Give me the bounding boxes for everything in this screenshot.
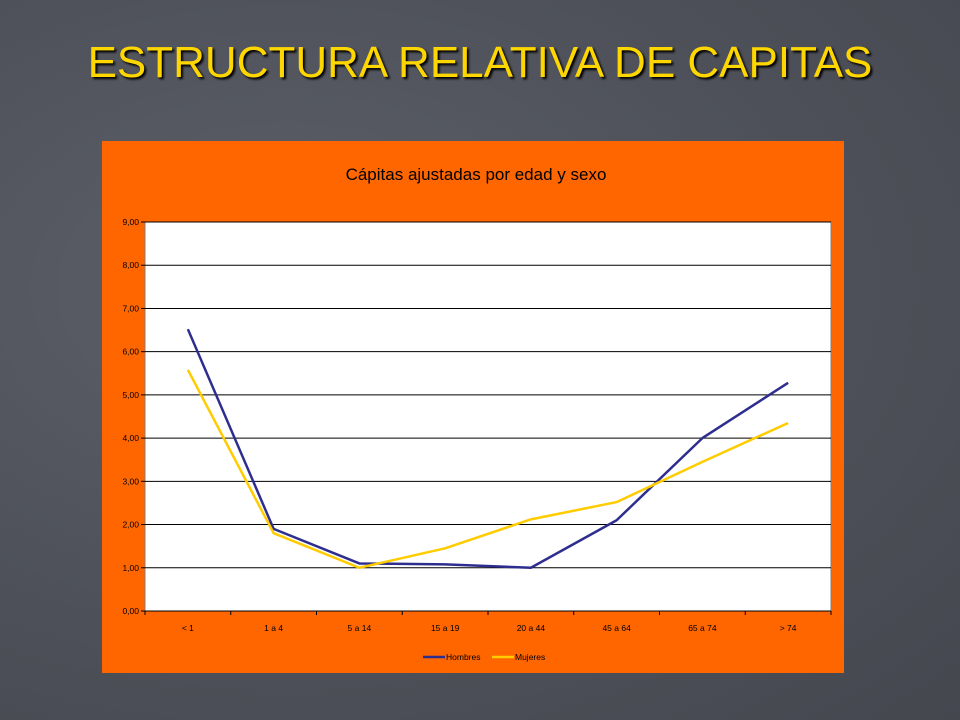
- y-tick-label: 7,00: [122, 303, 139, 313]
- x-tick-label: 45 a 64: [602, 623, 631, 633]
- y-tick-label: 4,00: [122, 433, 139, 443]
- y-tick-label: 3,00: [122, 476, 139, 486]
- y-tick-label: 5,00: [122, 390, 139, 400]
- x-tick-label: 1 a 4: [264, 623, 283, 633]
- y-tick-label: 8,00: [122, 260, 139, 270]
- chart-panel: Cápitas ajustadas por edad y sexo 0,00 1,0…: [102, 141, 844, 673]
- x-tick-label: > 74: [780, 623, 797, 633]
- line-chart: Cápitas ajustadas por edad y sexo 0,00 1,0…: [122, 165, 832, 662]
- chart-title: Cápitas ajustadas por edad y sexo: [346, 165, 607, 184]
- y-tick-label: 0,00: [122, 606, 139, 616]
- x-tick-label: 15 a 19: [431, 623, 460, 633]
- x-tick-label: < 1: [182, 623, 194, 633]
- series-line-mujeres: [186, 369, 789, 570]
- slide-title: ESTRUCTURA RELATIVA DE CAPITAS: [87, 38, 873, 87]
- x-tick-label: 65 a 74: [688, 623, 717, 633]
- y-tick-label: 9,00: [122, 217, 139, 227]
- plot-area: [144, 221, 832, 612]
- series-line-hombres: [186, 328, 789, 570]
- legend-label-hombres: Hombres: [446, 652, 480, 662]
- y-tick-label: 6,00: [122, 347, 139, 357]
- x-tick-label: 5 a 14: [348, 623, 372, 633]
- y-tick-label: 2,00: [122, 520, 139, 530]
- x-tick-label: 20 a 44: [517, 623, 546, 633]
- y-tick-label: 1,00: [122, 563, 139, 573]
- legend-label-mujeres: Mujeres: [515, 652, 545, 662]
